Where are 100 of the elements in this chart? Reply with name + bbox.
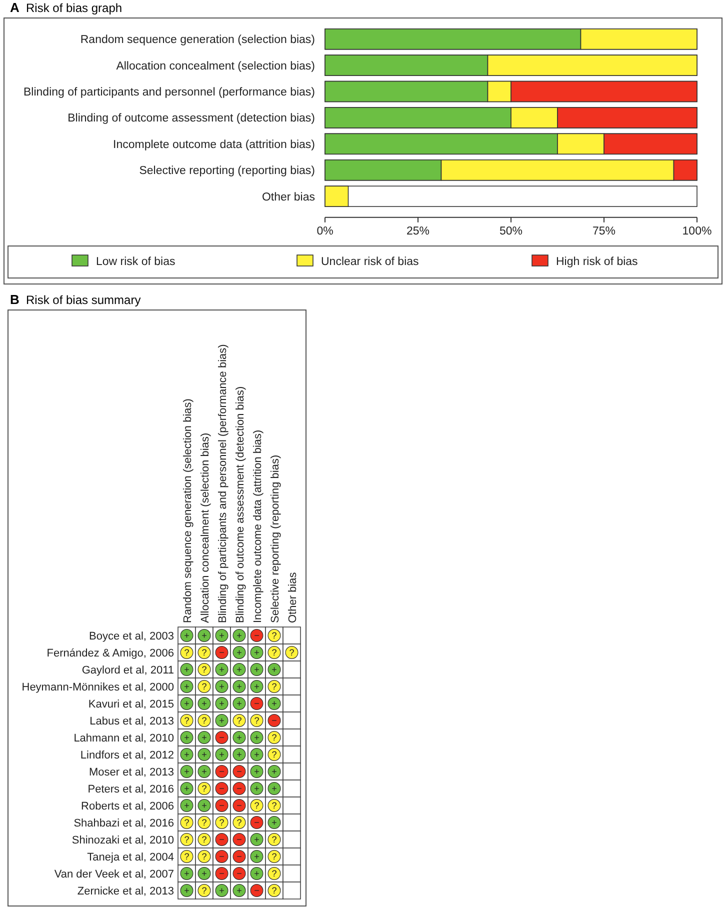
text: + [219, 750, 224, 760]
text: + [236, 886, 242, 896]
text: + [236, 630, 242, 641]
text: ? [236, 818, 242, 828]
y-tick-label: Kavuri et al, 2015 [88, 698, 174, 710]
x-tick-label: 75% [592, 225, 616, 238]
x-tick-label: 100% [682, 225, 712, 238]
y-tick-label: Peters et al, 2016 [88, 783, 174, 796]
text: + [219, 886, 224, 896]
text: + [272, 818, 277, 828]
y-tick-label: Other bias [262, 191, 316, 204]
y-tick-label: Shahbazi et al, 2016 [74, 817, 174, 830]
text: ? [202, 834, 207, 845]
text: ? [254, 800, 260, 811]
text: − [219, 784, 224, 794]
text: − [236, 834, 242, 845]
text: − [236, 852, 242, 862]
y-tick-label: Labus et al, 2013 [90, 715, 174, 728]
y-tick-label: Blinding of participants and personnel (performance bias) [24, 86, 316, 99]
y-tick-label: Gaylord et al, 2011 [82, 664, 174, 676]
legend-label: Unclear risk of bias [321, 256, 420, 268]
text: − [219, 868, 224, 879]
legend-label: Low risk of bias [96, 256, 176, 268]
text: + [184, 750, 190, 760]
x-tick-label: 50% [499, 225, 523, 238]
x-tick-label: 25% [406, 225, 430, 238]
text: + [202, 732, 207, 743]
text: + [236, 732, 242, 743]
text: Risk of bias graph [26, 1, 122, 15]
y-tick-label: Shinozaki et al, 2010 [72, 834, 174, 846]
text: + [184, 682, 190, 692]
text: + [184, 766, 190, 777]
text: − [236, 784, 242, 794]
text: − [254, 886, 260, 896]
text: − [219, 834, 224, 845]
y-tick-label: Blinding of outcome assessment (detection bias) [68, 112, 316, 125]
text: + [254, 834, 260, 845]
text: + [202, 800, 207, 811]
text: + [254, 784, 260, 794]
text: + [184, 800, 190, 811]
text: − [272, 716, 277, 726]
y-tick-label: Allocation concealment (selection bias) [116, 60, 316, 72]
y-tick-label: Lindfors et al, 2012 [80, 749, 174, 762]
text: + [184, 630, 190, 641]
text: ? [184, 818, 190, 828]
text: − [219, 648, 224, 658]
text: + [184, 886, 190, 896]
text: ? [272, 648, 277, 658]
text: + [202, 750, 207, 760]
text: − [254, 630, 260, 641]
text: ? [202, 852, 207, 862]
y-tick-label: Moser et al, 2013 [89, 766, 174, 778]
text: ? [272, 800, 277, 811]
text: ? [272, 852, 277, 862]
text: ? [272, 750, 277, 760]
text: − [254, 698, 260, 709]
text: + [254, 732, 260, 743]
text: + [254, 750, 260, 760]
text: + [219, 682, 224, 692]
text: ? [202, 664, 207, 675]
y-tick-label: Boyce et al, 2003 [88, 630, 174, 642]
text: + [236, 664, 242, 675]
text: + [272, 766, 277, 777]
text: − [219, 800, 224, 811]
text: + [236, 750, 242, 760]
text: ? [289, 648, 294, 658]
legend-label: High risk of bias [556, 256, 638, 268]
text: ? [184, 648, 190, 658]
text: ? [219, 818, 224, 828]
text: ? [202, 682, 207, 692]
text: ? [184, 852, 190, 862]
text: ? [272, 868, 277, 879]
y-tick-label: Fernández & Amigo, 2006 [46, 647, 174, 660]
text: − [236, 800, 242, 811]
text: − [219, 852, 224, 862]
text: ? [236, 716, 242, 726]
text: + [184, 732, 190, 743]
text: + [272, 698, 277, 709]
text: ? [254, 716, 260, 726]
text: + [254, 766, 260, 777]
text: − [236, 766, 242, 777]
y-tick-label: Roberts et al, 2006 [81, 800, 174, 812]
text: + [272, 664, 277, 675]
text: A [10, 0, 20, 15]
text: ? [272, 630, 277, 641]
y-tick-label: Incomplete outcome data (attrition bias) [113, 138, 316, 151]
text: + [219, 630, 224, 641]
text: + [184, 868, 190, 879]
text: + [272, 784, 277, 794]
y-tick-label: Selective reporting (reporting bias) [139, 165, 316, 178]
text: + [254, 682, 260, 692]
text: ? [202, 818, 207, 828]
text: − [219, 766, 224, 777]
y-tick-label: Heymann-Mönnikes et al, 2000 [22, 681, 174, 694]
text: ? [184, 716, 190, 726]
y-tick-label: Van der Veek et al, 2007 [54, 868, 174, 880]
text: + [236, 698, 242, 709]
text: ? [272, 682, 277, 692]
text: + [184, 698, 190, 709]
text: ? [202, 716, 207, 726]
